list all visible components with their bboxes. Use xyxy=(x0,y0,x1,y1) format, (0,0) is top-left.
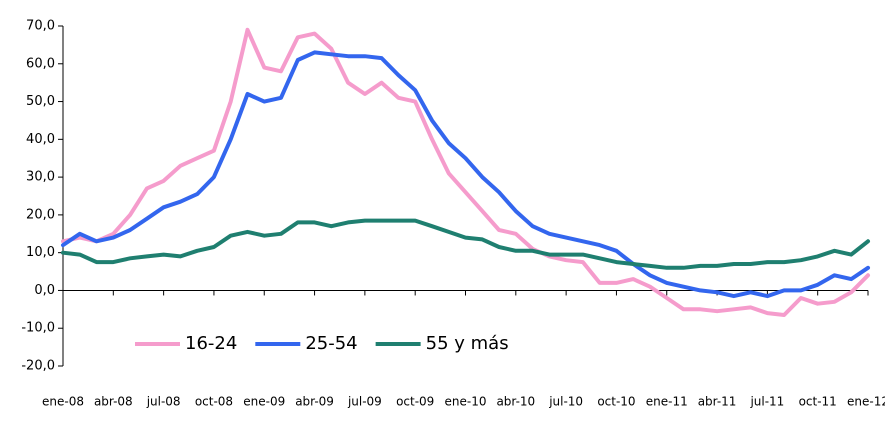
y-tick-label: 70,0 xyxy=(26,19,55,34)
x-tick-label: ene-11 xyxy=(646,395,688,409)
legend-label: 55 y más xyxy=(426,333,509,354)
y-tick-label: 20,0 xyxy=(26,207,55,222)
x-tick-label: oct-09 xyxy=(396,395,434,409)
x-tick-label: ene-09 xyxy=(243,395,285,409)
y-tick-label: 50,0 xyxy=(26,94,55,109)
x-tick-label: jul-11 xyxy=(749,395,784,409)
x-tick-label: ene-12 xyxy=(847,395,885,409)
legend-label: 25-54 xyxy=(305,333,357,354)
y-tick-label: -10,0 xyxy=(21,321,55,336)
y-tick-label: 30,0 xyxy=(26,170,55,185)
y-tick-label: -20,0 xyxy=(21,359,55,374)
y-tick-label: 0,0 xyxy=(34,283,55,298)
x-tick-label: jul-08 xyxy=(146,395,181,409)
series-line xyxy=(61,218,870,270)
x-tick-label: oct-08 xyxy=(195,395,233,409)
y-tick-label: 10,0 xyxy=(26,245,55,260)
x-tick-label: oct-10 xyxy=(597,395,635,409)
x-tick-label: abr-08 xyxy=(94,395,133,409)
y-tick-label: 40,0 xyxy=(26,132,55,147)
x-tick-label: ene-10 xyxy=(445,395,487,409)
x-tick-label: oct-11 xyxy=(799,395,837,409)
series-line xyxy=(61,27,870,317)
x-tick-label: abr-09 xyxy=(295,395,334,409)
legend-label: 16-24 xyxy=(185,333,237,354)
x-tick-label: abr-11 xyxy=(698,395,737,409)
x-tick-label: ene-08 xyxy=(42,395,84,409)
x-tick-label: abr-10 xyxy=(496,395,535,409)
series-line xyxy=(61,50,870,299)
x-tick-label: jul-10 xyxy=(548,395,583,409)
x-tick-label: jul-09 xyxy=(347,395,382,409)
y-tick-label: 60,0 xyxy=(26,56,55,71)
